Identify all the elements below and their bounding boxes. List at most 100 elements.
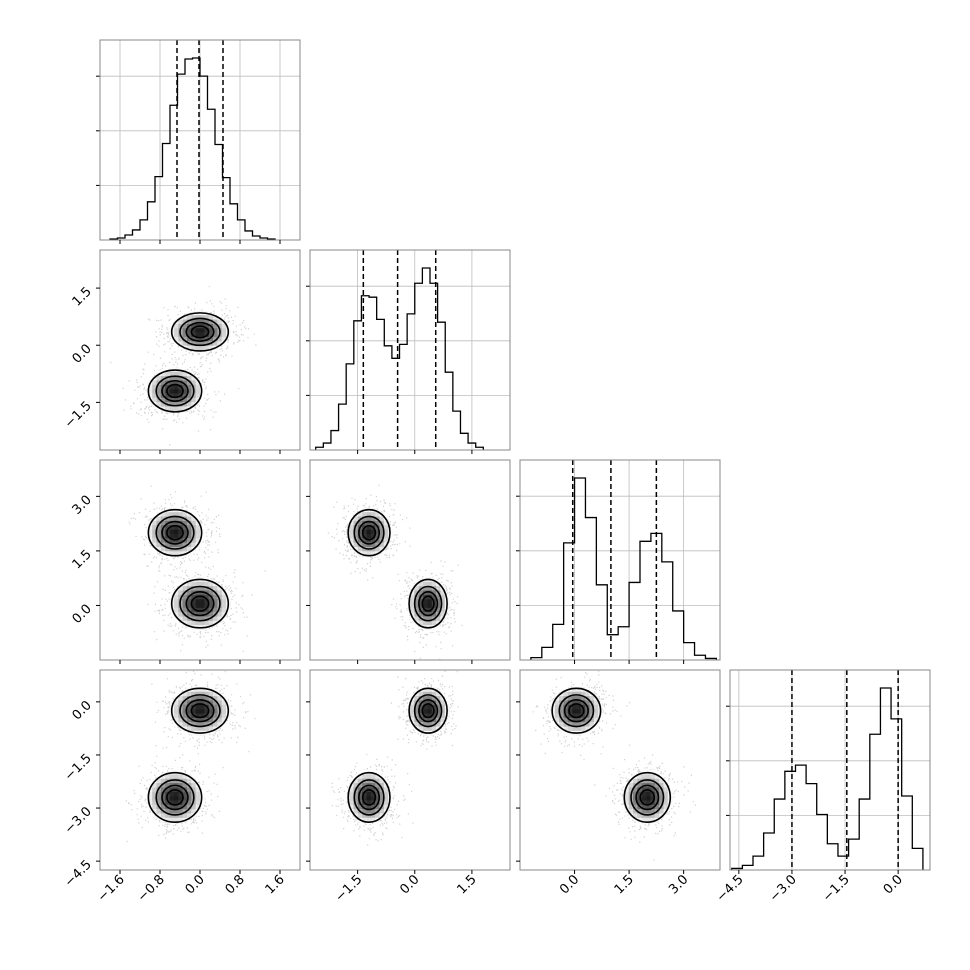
panel-0-0 <box>96 39 301 244</box>
y-tick-label: 0.0 <box>70 698 95 723</box>
contour-line <box>147 508 203 557</box>
y-tick-label: −4.5 <box>62 857 95 890</box>
contour-line <box>185 699 215 723</box>
contour-line <box>179 694 221 728</box>
contour-line <box>347 508 391 557</box>
density-fill <box>147 310 231 412</box>
x-tick-label: 1.5 <box>454 872 479 897</box>
y-tick-label: −3.0 <box>62 804 95 837</box>
contour-line <box>361 789 377 806</box>
panel-2-2 <box>516 459 721 664</box>
y-tick-label: 1.5 <box>70 547 95 572</box>
panel-3-0: −1.6 −0.8 0.0 0.8 1.6 −4.5 −3.0 −1.5 0.0 <box>62 669 301 905</box>
scatter-points <box>128 485 266 652</box>
x-tick-label: −4.5 <box>714 872 747 905</box>
contour-line <box>413 694 443 728</box>
contour-line <box>166 383 184 399</box>
contour-line <box>147 369 203 413</box>
x-tick-label: −3.0 <box>767 872 800 905</box>
contour-line <box>623 771 672 823</box>
contour-line <box>179 585 221 622</box>
contour-line <box>421 703 435 719</box>
x-tick-label: 0.0 <box>881 872 906 897</box>
panel-frame <box>729 669 931 871</box>
contour-line <box>185 321 215 342</box>
y-tick-label: 0.0 <box>70 602 95 627</box>
contour-line <box>418 591 439 617</box>
contour-line <box>413 585 443 622</box>
x-tick-label: 1.5 <box>612 872 637 897</box>
contour-line <box>155 375 195 407</box>
contour-line <box>358 520 381 545</box>
contour-line <box>190 325 210 339</box>
x-tick-label: 0.0 <box>397 872 422 897</box>
panel-frame <box>309 459 511 661</box>
contour-line <box>166 789 184 806</box>
contour-line <box>418 699 439 723</box>
contour-line <box>161 379 189 402</box>
contour-line <box>155 779 195 816</box>
histogram-step <box>731 687 924 870</box>
contour-line <box>147 771 203 823</box>
scatter-points <box>110 286 257 446</box>
panel-frame <box>519 669 721 871</box>
corner-panels: −1.5 0.0 1.5 0.0 1.5 3.0 −1.6 −0.8 0.0 0.8 1.6 −4.5… <box>62 39 931 905</box>
contour-line <box>166 524 184 541</box>
contour-line <box>563 699 589 723</box>
x-tick-label: 3.0 <box>666 872 691 897</box>
contour-line <box>190 595 210 612</box>
contour-line <box>179 317 221 347</box>
contour-line <box>347 771 391 823</box>
panel-3-1: −1.5 0.0 1.5 <box>306 669 511 905</box>
contour-line <box>558 694 595 728</box>
panel-3-3: −4.5 −3.0 −1.5 0.0 <box>714 669 931 905</box>
contour-line <box>551 687 602 734</box>
x-tick-label: 0.0 <box>557 872 582 897</box>
panel-2-1 <box>306 459 511 664</box>
histogram-step <box>315 267 484 450</box>
contour-line <box>408 578 448 629</box>
y-tick-label: −1.5 <box>62 751 95 784</box>
panel-1-1 <box>306 249 511 454</box>
contour-line <box>408 687 448 734</box>
x-tick-label: 0.0 <box>183 872 208 897</box>
contour-line <box>155 515 195 550</box>
contour-line <box>568 703 585 719</box>
y-tick-label: 0.0 <box>70 341 95 366</box>
y-tick-label: −1.5 <box>62 399 95 432</box>
contour-line <box>190 703 210 719</box>
contour-line <box>185 591 215 617</box>
histogram-step <box>109 57 276 240</box>
panel-frame <box>519 459 721 661</box>
contour-line <box>421 595 435 612</box>
contour-line <box>358 784 381 811</box>
x-tick-label: −1.5 <box>820 872 853 905</box>
x-tick-label: 1.6 <box>263 872 288 897</box>
histogram-step <box>530 477 718 660</box>
contour-line <box>353 515 385 550</box>
contour-line <box>170 687 230 734</box>
panel-frame <box>309 249 511 451</box>
contour-line <box>361 524 377 541</box>
panel-frame <box>99 459 301 661</box>
x-tick-label: −0.8 <box>135 872 168 905</box>
panel-3-2: 0.0 1.5 3.0 <box>516 669 721 897</box>
x-tick-label: −1.6 <box>95 872 128 905</box>
y-tick-label: 1.5 <box>70 284 95 309</box>
scatter-points <box>327 484 463 660</box>
contour-line <box>161 784 189 811</box>
density-fill <box>550 687 673 823</box>
density-fill <box>147 687 231 823</box>
contour-line <box>635 784 660 811</box>
contour-line <box>630 779 665 816</box>
contour-line <box>161 520 189 545</box>
x-tick-label: 0.8 <box>223 872 248 897</box>
contour-line <box>639 789 656 806</box>
contour-line <box>170 578 230 629</box>
panel-1-0: −1.5 0.0 1.5 <box>62 249 301 454</box>
contour-line <box>170 312 230 352</box>
panel-2-0: 0.0 1.5 3.0 <box>70 459 301 664</box>
y-tick-label: 3.0 <box>70 493 95 518</box>
panel-frame <box>309 669 511 871</box>
